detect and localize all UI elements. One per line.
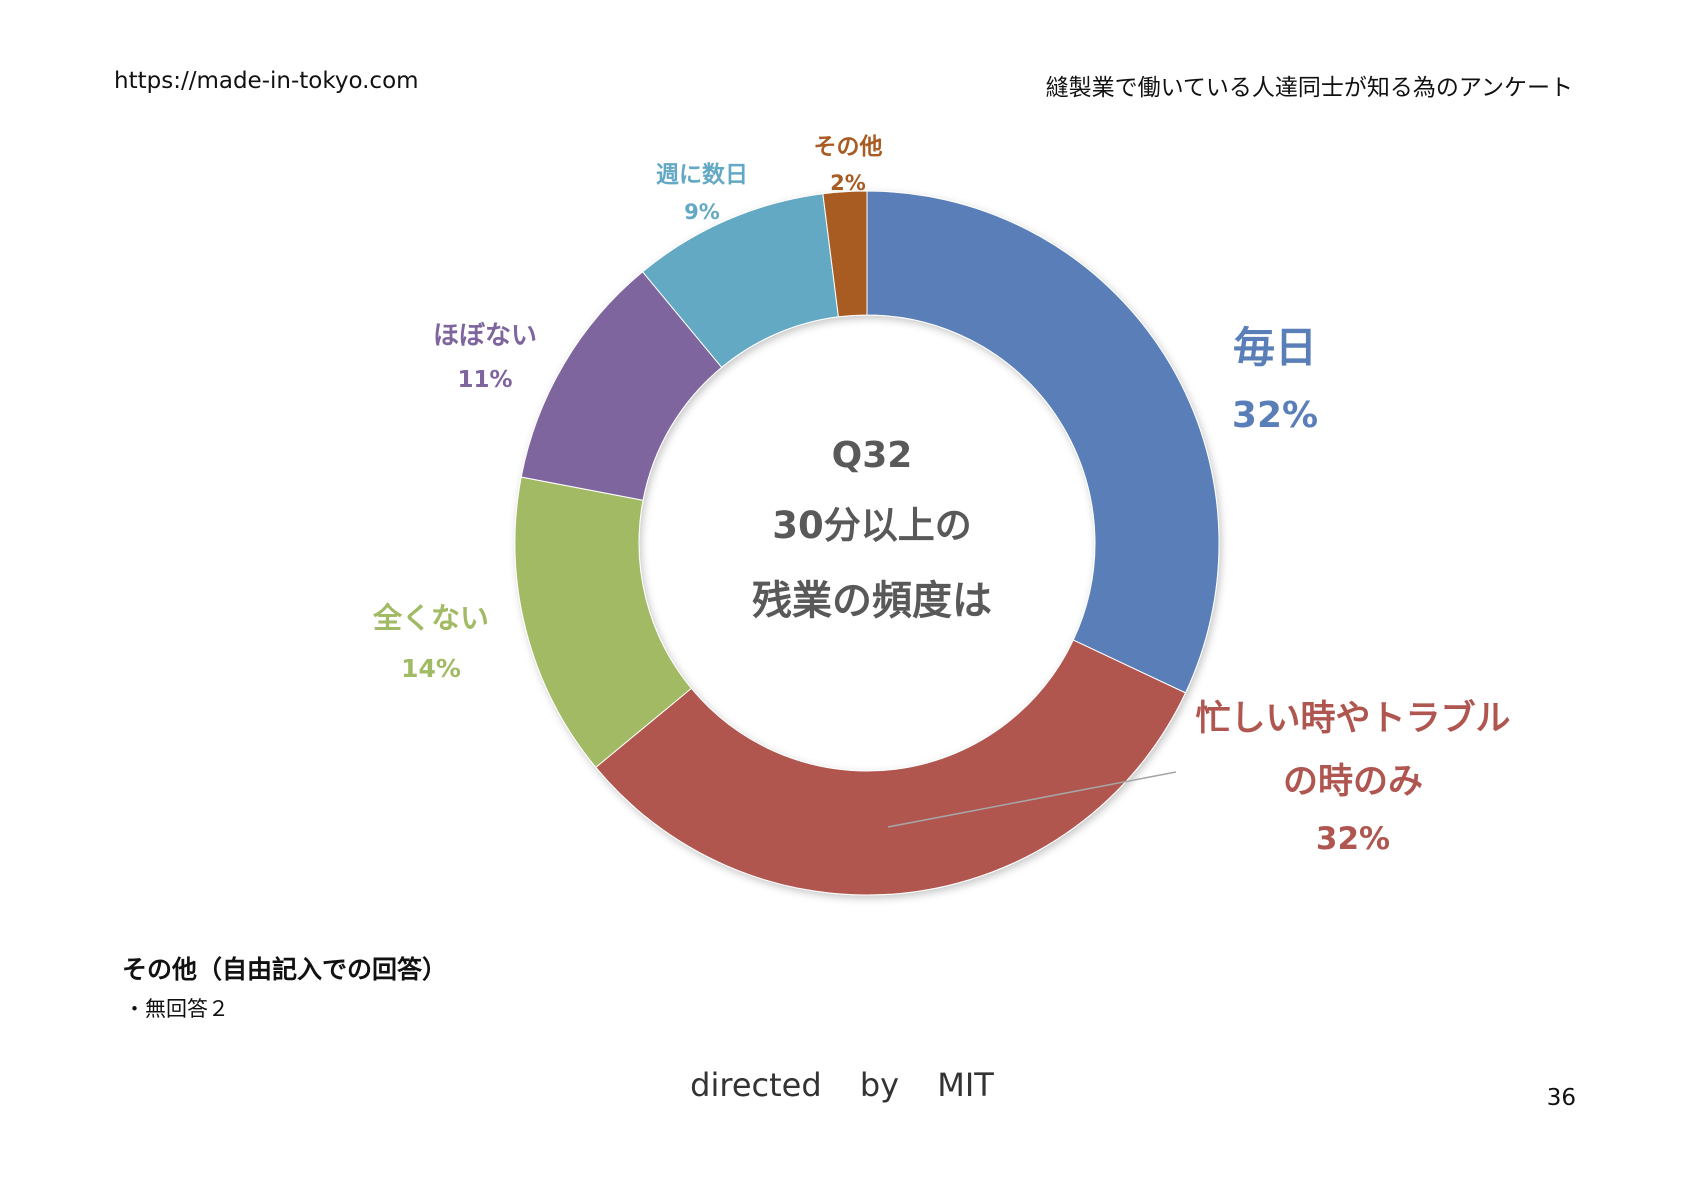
slice-label-value: 32%	[1232, 395, 1318, 436]
center-title-line1: 30分以上の	[772, 504, 972, 547]
leader-line	[887, 771, 1177, 828]
slice-label-name-line1: 忙しい時やトラブル	[1195, 698, 1510, 739]
slice-label-value: 32%	[1316, 821, 1390, 857]
site-url: https://made-in-tokyo.com	[114, 68, 419, 94]
center-question: Q32	[831, 435, 913, 476]
slice-label-hobonai: ほぼない 11%	[433, 321, 537, 393]
slice-label-mattakunai: 全くない 14%	[372, 601, 489, 683]
slice-label-shuunisuujitsu: 週に数日 9%	[656, 162, 748, 224]
footer-credit: directed by MIT	[690, 1066, 994, 1104]
donut-slice-1	[595, 639, 1187, 896]
slice-label-value: 11%	[457, 367, 512, 393]
slice-label-value: 14%	[401, 654, 461, 683]
slice-label-name: 毎日	[1233, 323, 1317, 372]
donut-slice-0	[866, 190, 1220, 694]
slice-label-name: その他	[814, 134, 883, 160]
center-title-line2: 残業の頻度は	[752, 578, 992, 624]
slice-label-name: 週に数日	[656, 162, 748, 188]
slice-label-name: 全くない	[372, 601, 489, 635]
notes-item: ・無回答２	[124, 997, 229, 1021]
slice-label-isogashii: 忙しい時やトラブル の時のみ 32%	[1195, 698, 1510, 857]
notes-title: その他（自由記入での回答）	[122, 955, 448, 984]
slice-label-name: ほぼない	[433, 321, 537, 351]
page-number: 36	[1546, 1085, 1576, 1111]
donut-slice-5	[822, 190, 868, 318]
survey-title: 縫製業で働いている人達同士が知る為のアンケート	[1045, 75, 1573, 101]
slice-label-sonota: その他 2%	[814, 134, 883, 195]
slice-label-name-line2: の時のみ	[1283, 762, 1423, 802]
slice-label-mainichi: 毎日 32%	[1232, 323, 1318, 436]
slice-label-value: 9%	[684, 200, 720, 224]
slice-label-value: 2%	[830, 171, 866, 195]
